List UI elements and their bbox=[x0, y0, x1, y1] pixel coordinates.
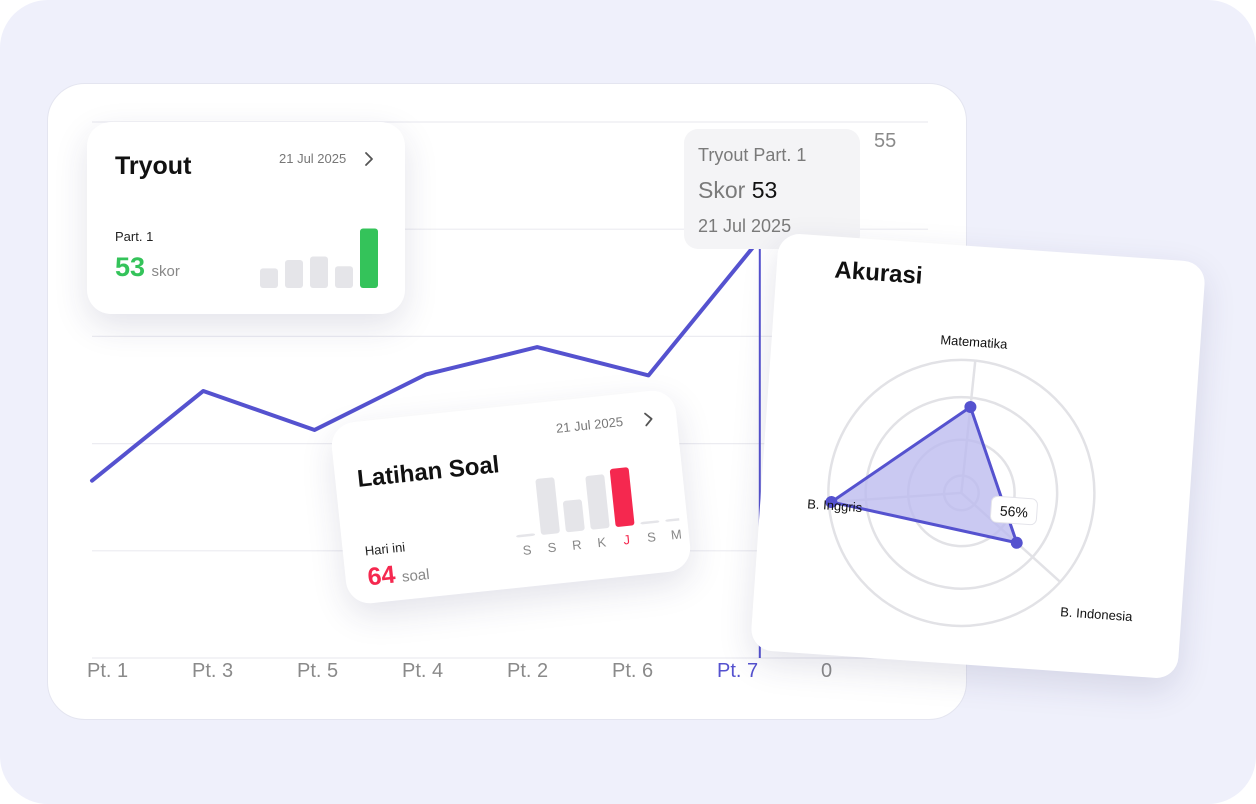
radar-ring bbox=[827, 358, 1096, 628]
x-tick-label: Pt. 2 bbox=[507, 660, 549, 682]
chart-tooltip: Tryout Part. 1 Skor 53 21 Jul 2025 bbox=[684, 129, 860, 249]
tryout-score-value: 53 bbox=[115, 252, 146, 282]
y-tick-max: 55 bbox=[874, 130, 897, 152]
tooltip-date: 21 Jul 2025 bbox=[698, 216, 792, 236]
akurasi-card: Akurasi Matematika B. Indonesia B. Inggris… bbox=[749, 232, 1207, 680]
tryout-score-unit: skor bbox=[151, 263, 180, 280]
latihan-count: 64 soal bbox=[366, 557, 430, 592]
radar-area bbox=[829, 405, 1019, 545]
tryout-bar bbox=[335, 266, 353, 288]
tryout-date: 21 Jul 2025 bbox=[279, 151, 347, 166]
chevron-right-icon[interactable] bbox=[363, 151, 375, 167]
latihan-count-unit: soal bbox=[401, 565, 431, 586]
x-tick-label: Pt. 1 bbox=[87, 660, 129, 682]
tooltip-score: Skor 53 bbox=[698, 177, 777, 204]
radar-point bbox=[825, 496, 838, 509]
day-label: S bbox=[522, 542, 533, 558]
tryout-bar bbox=[285, 260, 303, 288]
tooltip-score-value: 53 bbox=[751, 177, 778, 203]
radar-point bbox=[1010, 536, 1023, 549]
day-label: R bbox=[571, 537, 582, 553]
tryout-part-label: Part. 1 bbox=[115, 229, 154, 244]
latihan-today-label: Hari ini bbox=[364, 539, 406, 559]
y-tick-min: 0 bbox=[821, 660, 833, 682]
tryout-bar bbox=[310, 256, 328, 288]
radar-point bbox=[964, 400, 977, 413]
tooltip-title: Tryout Part. 1 bbox=[698, 145, 807, 165]
score-series-line bbox=[90, 236, 762, 483]
tryout-score: 53 skor bbox=[115, 252, 180, 283]
x-tick-label: Pt. 5 bbox=[297, 660, 339, 682]
day-label: M bbox=[670, 526, 682, 542]
radar-axis-label: Matematika bbox=[940, 332, 1009, 352]
latihan-soal-card[interactable]: Latihan Soal 21 Jul 2025 Hari ini 64 soa… bbox=[329, 388, 693, 606]
radar-axis-label: B. Indonesia bbox=[1060, 604, 1134, 624]
day-label: K bbox=[597, 534, 608, 550]
latihan-bar bbox=[563, 499, 585, 533]
tryout-title: Tryout bbox=[115, 152, 192, 180]
radar-axis-label: B. Inggris bbox=[807, 496, 863, 515]
akurasi-radar-chart: Matematika B. Indonesia B. Inggris 56% bbox=[807, 332, 1134, 628]
tryout-card[interactable]: Tryout 21 Jul 2025 Part. 1 53 skor bbox=[87, 122, 405, 314]
x-tick-label-active: Pt. 7 bbox=[717, 660, 759, 682]
latihan-bar bbox=[665, 517, 684, 522]
latihan-count-value: 64 bbox=[366, 560, 397, 592]
tryout-bar bbox=[260, 268, 278, 288]
latihan-bar bbox=[535, 477, 560, 535]
latihan-bar bbox=[585, 474, 610, 530]
latihan-bar bbox=[516, 533, 536, 538]
chevron-right-icon[interactable] bbox=[642, 411, 656, 428]
x-tick-label: Pt. 6 bbox=[612, 660, 654, 682]
x-tick-label: Pt. 4 bbox=[402, 660, 444, 682]
latihan-bar bbox=[640, 520, 660, 525]
tooltip-score-label: Skor bbox=[698, 177, 746, 203]
radar-value-badge bbox=[990, 495, 1038, 526]
latihan-date: 21 Jul 2025 bbox=[555, 413, 624, 436]
day-label: S bbox=[547, 540, 558, 556]
day-label: J bbox=[623, 532, 631, 548]
latihan-title: Latihan Soal bbox=[355, 451, 501, 493]
radar-value-label: 56% bbox=[999, 503, 1028, 521]
latihan-bar bbox=[609, 467, 635, 527]
tryout-mini-bar-chart bbox=[260, 228, 378, 288]
tryout-bar bbox=[360, 228, 378, 288]
x-tick-label: Pt. 3 bbox=[192, 660, 234, 682]
day-label: S bbox=[646, 529, 657, 545]
